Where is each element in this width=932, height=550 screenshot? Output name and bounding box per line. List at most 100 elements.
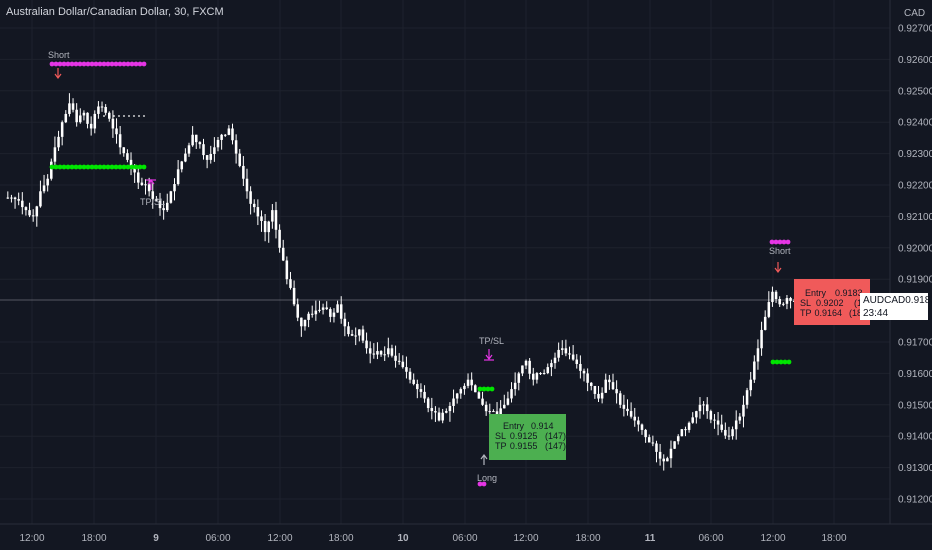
candle-body [633,416,637,421]
short-signal-dot [101,61,107,67]
candle-body [604,379,608,393]
candle-body [256,207,260,217]
candle-body [553,357,557,364]
time-tick-label: 18:00 [81,533,106,544]
short-signal-dot [785,239,791,245]
candle-body [597,393,600,399]
price-tick-label: 0.92200 [898,181,932,192]
tp-value: 0.9164 [814,308,843,318]
short-signal-dot [125,61,131,67]
candle-body [611,382,615,390]
current-price-value: 0.91834 [905,295,932,306]
price-tick-label: 0.91300 [898,463,932,474]
target-dot [770,359,776,365]
candle-body [46,178,49,186]
candle-body [162,208,165,211]
candle-body [419,389,423,392]
candle-body [296,304,299,318]
candle-body [644,429,647,438]
tp-sl-arrow-icon [485,354,493,360]
target-dot [81,164,87,170]
candle-body [379,351,383,355]
candle-body [281,247,285,261]
candle-body [50,161,53,179]
price-tick-label: 0.91600 [898,369,932,380]
time-axis[interactable]: 12:00 18:00 9 06:00 12:00 18:00 10 06:00 12:00 18… [19,533,846,544]
candle-body [274,210,278,230]
target-dot [85,164,91,170]
target-dot [137,164,143,170]
candle-body [593,385,597,394]
candle-body [267,221,270,233]
level-dot [118,115,120,117]
short-signal-dot [61,61,67,67]
target-dot [69,164,75,170]
candle-body [691,417,694,423]
candle-body [75,109,78,123]
price-tick-label: 0.92100 [898,212,932,223]
candle-body [321,307,325,310]
candle-body [492,411,495,413]
candle-body [546,367,550,374]
target-dot [782,359,788,365]
candle-body [742,404,745,417]
candle-body [568,353,571,355]
target-dot [485,386,491,392]
candle-body [82,112,86,116]
short-signal-label: Short [48,50,70,60]
target-dot [489,386,495,392]
level-dot [103,115,105,117]
long-position-box[interactable]: Entry 0.914 SL 0.9125 (147) TP 0.9155 (147) [489,414,566,460]
short-signal-dot [117,61,123,67]
candle-body [325,307,328,310]
short-signal-dot [73,61,79,67]
candle-body [180,161,184,170]
candle-body [731,429,734,437]
time-tick-label: 06:00 [452,533,477,544]
long-signal-label: Long [477,473,498,483]
target-dot [49,164,55,170]
candle-body [437,412,441,421]
candle-body [513,382,517,390]
target-dot [129,164,135,170]
candle-body [506,398,510,405]
price-tick-label: 0.91900 [898,275,932,286]
candle-body [361,329,365,341]
level-dot [143,115,145,117]
candle-body [68,103,71,114]
candle-body [39,191,42,207]
sl-value: 0.9202 [816,298,844,308]
candle-body [238,153,242,166]
short-signal-dot [769,239,775,245]
candle-body [93,113,97,129]
candle-body [216,139,220,148]
target-dot [125,164,131,170]
price-axis[interactable]: 0.92700 0.92600 0.92500 0.92400 0.92300 0.922… [898,24,932,506]
candle-body [459,389,463,394]
candle-body [448,405,452,412]
entry-row: Entry 0.914 [503,421,566,431]
tp-sl-label: TP/SL [479,336,505,346]
candle-body [28,210,31,216]
target-dot [97,164,103,170]
target-dot [53,164,59,170]
candle-body [115,128,118,135]
candle-body [31,215,35,217]
candle-body [698,404,702,412]
long-signal-dot [481,481,487,487]
entry-label: Entry [503,421,525,431]
candle-body [126,153,129,160]
short-position-box[interactable]: Entry 0.9183 SL 0.9202 (1 TP0.9164 (189) [794,279,870,325]
tp-pips: (189) [849,308,870,318]
candle-body [245,178,249,192]
short-signal-dot [141,61,147,67]
candle-body [713,419,716,421]
price-tick-label: 0.92000 [898,243,932,254]
candle-body [640,424,644,430]
candle-body [21,200,24,208]
short-entry-arrow-icon [774,267,782,273]
candle-body [745,390,749,405]
time-tick-label: 10 [397,533,409,544]
candle-body [463,385,466,390]
